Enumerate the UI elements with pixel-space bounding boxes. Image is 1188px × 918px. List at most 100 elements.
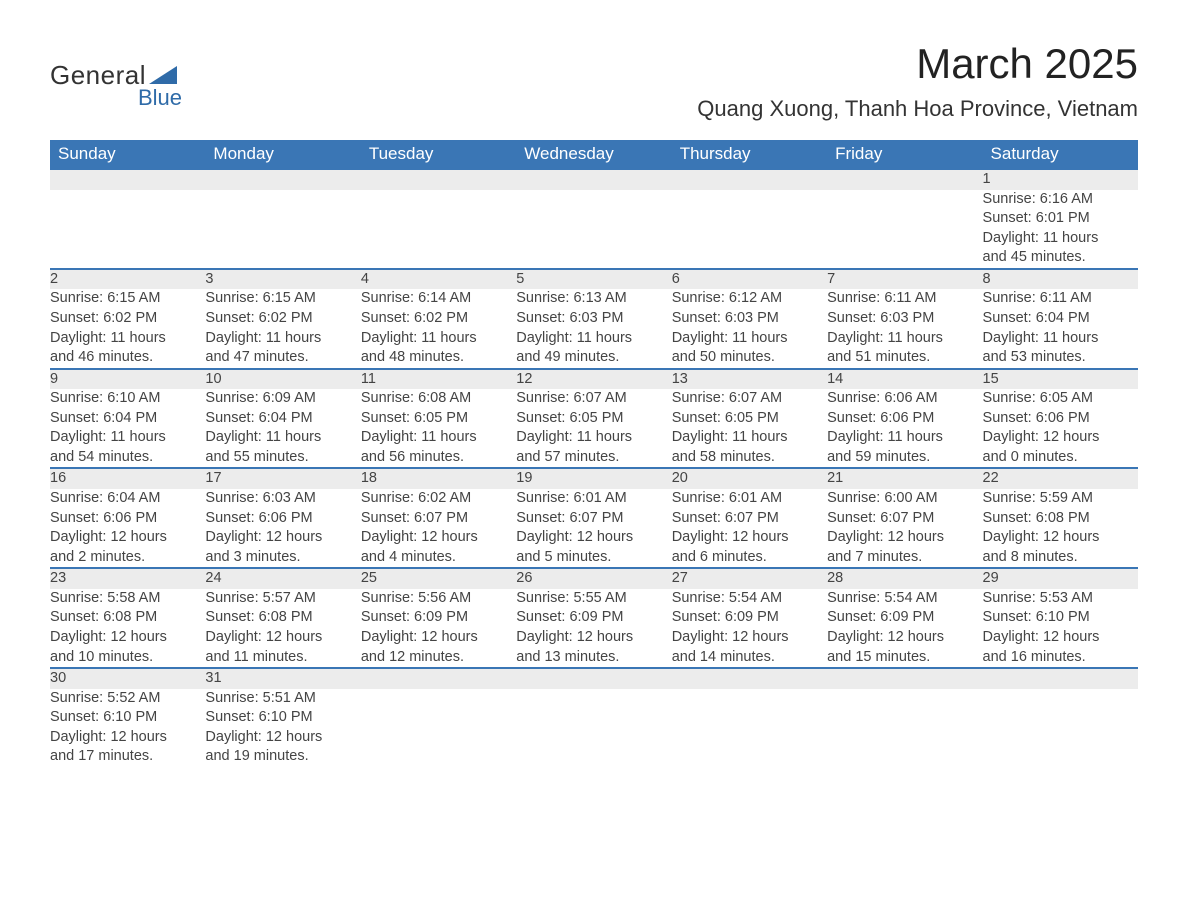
- daylight-line2: and 2 minutes.: [50, 548, 205, 568]
- day-cell: Sunrise: 6:12 AMSunset: 6:03 PMDaylight:…: [672, 289, 827, 368]
- day-cell: [827, 689, 982, 767]
- calendar-body: 1Sunrise: 6:16 AMSunset: 6:01 PMDaylight…: [50, 169, 1138, 767]
- daylight-line1: Daylight: 12 hours: [983, 428, 1138, 448]
- day-cell: Sunrise: 5:54 AMSunset: 6:09 PMDaylight:…: [672, 589, 827, 668]
- daynum-row: 2345678: [50, 269, 1138, 290]
- day-cell: [672, 689, 827, 767]
- sunset-text: Sunset: 6:04 PM: [50, 409, 205, 429]
- weekday-header: Saturday: [983, 140, 1138, 169]
- daylight-line2: and 19 minutes.: [205, 747, 360, 767]
- day-cell: [827, 190, 982, 269]
- day-cell: Sunrise: 6:07 AMSunset: 6:05 PMDaylight:…: [672, 389, 827, 468]
- sunrise-text: Sunrise: 5:52 AM: [50, 689, 205, 709]
- daylight-line2: and 15 minutes.: [827, 648, 982, 668]
- daylight-line2: and 11 minutes.: [205, 648, 360, 668]
- daylight-line1: Daylight: 11 hours: [516, 428, 671, 448]
- sunset-text: Sunset: 6:10 PM: [983, 608, 1138, 628]
- daylight-line2: and 4 minutes.: [361, 548, 516, 568]
- daylight-line2: and 5 minutes.: [516, 548, 671, 568]
- day-number: [672, 668, 827, 689]
- daylight-line1: Daylight: 11 hours: [361, 428, 516, 448]
- sunrise-text: Sunrise: 6:10 AM: [50, 389, 205, 409]
- day-cell: Sunrise: 5:52 AMSunset: 6:10 PMDaylight:…: [50, 689, 205, 767]
- daylight-line2: and 6 minutes.: [672, 548, 827, 568]
- sunrise-text: Sunrise: 6:15 AM: [205, 289, 360, 309]
- sunset-text: Sunset: 6:06 PM: [205, 509, 360, 529]
- sunrise-text: Sunrise: 6:15 AM: [50, 289, 205, 309]
- sunrise-text: Sunrise: 5:54 AM: [672, 589, 827, 609]
- day-cell: Sunrise: 6:11 AMSunset: 6:03 PMDaylight:…: [827, 289, 982, 368]
- daylight-line1: Daylight: 11 hours: [983, 229, 1138, 249]
- sunrise-text: Sunrise: 6:09 AM: [205, 389, 360, 409]
- daylight-line1: Daylight: 12 hours: [361, 628, 516, 648]
- day-cell: [516, 689, 671, 767]
- day-number: 11: [361, 369, 516, 390]
- daylight-line2: and 3 minutes.: [205, 548, 360, 568]
- sunset-text: Sunset: 6:08 PM: [205, 608, 360, 628]
- sunrise-text: Sunrise: 6:08 AM: [361, 389, 516, 409]
- weekday-header: Thursday: [672, 140, 827, 169]
- sunrise-text: Sunrise: 5:51 AM: [205, 689, 360, 709]
- sunset-text: Sunset: 6:10 PM: [205, 708, 360, 728]
- daylight-line2: and 48 minutes.: [361, 348, 516, 368]
- sunrise-text: Sunrise: 6:04 AM: [50, 489, 205, 509]
- daynum-row: 23242526272829: [50, 568, 1138, 589]
- sunrise-text: Sunrise: 6:01 AM: [672, 489, 827, 509]
- sunrise-text: Sunrise: 6:13 AM: [516, 289, 671, 309]
- daylight-line2: and 56 minutes.: [361, 448, 516, 468]
- sunset-text: Sunset: 6:06 PM: [983, 409, 1138, 429]
- daylight-line2: and 17 minutes.: [50, 747, 205, 767]
- weekday-header: Wednesday: [516, 140, 671, 169]
- day-number: [827, 169, 982, 190]
- day-number: 27: [672, 568, 827, 589]
- day-cell: Sunrise: 5:51 AMSunset: 6:10 PMDaylight:…: [205, 689, 360, 767]
- daylight-line1: Daylight: 11 hours: [205, 428, 360, 448]
- sunset-text: Sunset: 6:05 PM: [672, 409, 827, 429]
- day-content-row: Sunrise: 5:58 AMSunset: 6:08 PMDaylight:…: [50, 589, 1138, 668]
- daylight-line1: Daylight: 12 hours: [205, 628, 360, 648]
- daylight-line2: and 14 minutes.: [672, 648, 827, 668]
- day-number: 8: [983, 269, 1138, 290]
- day-cell: [205, 190, 360, 269]
- daylight-line2: and 0 minutes.: [983, 448, 1138, 468]
- sunset-text: Sunset: 6:08 PM: [50, 608, 205, 628]
- sunset-text: Sunset: 6:09 PM: [672, 608, 827, 628]
- sunrise-text: Sunrise: 6:05 AM: [983, 389, 1138, 409]
- sunset-text: Sunset: 6:01 PM: [983, 209, 1138, 229]
- sunset-text: Sunset: 6:05 PM: [516, 409, 671, 429]
- calendar-table: Sunday Monday Tuesday Wednesday Thursday…: [50, 140, 1138, 767]
- sunset-text: Sunset: 6:09 PM: [516, 608, 671, 628]
- sunset-text: Sunset: 6:04 PM: [983, 309, 1138, 329]
- sunrise-text: Sunrise: 5:54 AM: [827, 589, 982, 609]
- day-cell: [516, 190, 671, 269]
- day-cell: [361, 190, 516, 269]
- day-number: 25: [361, 568, 516, 589]
- daynum-row: 1: [50, 169, 1138, 190]
- sunset-text: Sunset: 6:02 PM: [205, 309, 360, 329]
- day-number: 16: [50, 468, 205, 489]
- day-number: [983, 668, 1138, 689]
- day-number: 2: [50, 269, 205, 290]
- sunset-text: Sunset: 6:03 PM: [672, 309, 827, 329]
- sunrise-text: Sunrise: 6:02 AM: [361, 489, 516, 509]
- sunrise-text: Sunrise: 6:16 AM: [983, 190, 1138, 210]
- sunset-text: Sunset: 6:06 PM: [827, 409, 982, 429]
- sunrise-text: Sunrise: 6:14 AM: [361, 289, 516, 309]
- day-number: 5: [516, 269, 671, 290]
- sunrise-text: Sunrise: 6:07 AM: [516, 389, 671, 409]
- daylight-line1: Daylight: 12 hours: [983, 528, 1138, 548]
- daylight-line2: and 16 minutes.: [983, 648, 1138, 668]
- sunrise-text: Sunrise: 6:03 AM: [205, 489, 360, 509]
- day-number: 12: [516, 369, 671, 390]
- daynum-row: 9101112131415: [50, 369, 1138, 390]
- day-cell: Sunrise: 6:07 AMSunset: 6:05 PMDaylight:…: [516, 389, 671, 468]
- daylight-line2: and 59 minutes.: [827, 448, 982, 468]
- day-cell: Sunrise: 6:01 AMSunset: 6:07 PMDaylight:…: [516, 489, 671, 568]
- sunset-text: Sunset: 6:07 PM: [672, 509, 827, 529]
- weekday-header: Sunday: [50, 140, 205, 169]
- day-cell: Sunrise: 6:04 AMSunset: 6:06 PMDaylight:…: [50, 489, 205, 568]
- sunrise-text: Sunrise: 5:59 AM: [983, 489, 1138, 509]
- day-cell: Sunrise: 6:16 AMSunset: 6:01 PMDaylight:…: [983, 190, 1138, 269]
- day-cell: Sunrise: 6:06 AMSunset: 6:06 PMDaylight:…: [827, 389, 982, 468]
- page: General Blue March 2025 Quang Xuong, Tha…: [0, 0, 1188, 918]
